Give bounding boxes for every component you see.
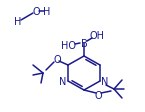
Text: N: N xyxy=(101,76,109,86)
Text: H: H xyxy=(14,17,22,27)
Text: OH: OH xyxy=(89,31,105,41)
Text: O: O xyxy=(94,90,102,100)
Text: N: N xyxy=(59,76,67,86)
Text: O: O xyxy=(53,55,61,64)
Text: H: H xyxy=(43,7,51,17)
Text: B: B xyxy=(81,39,87,49)
Text: HO: HO xyxy=(60,41,76,51)
Text: O: O xyxy=(32,7,40,17)
